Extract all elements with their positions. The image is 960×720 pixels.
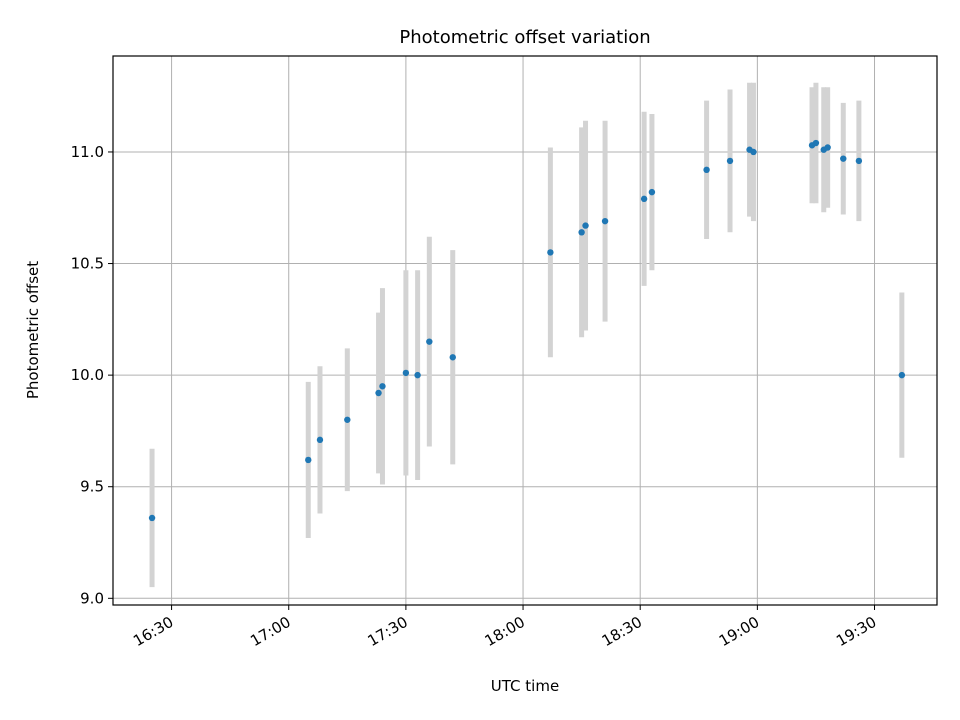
data-point <box>547 249 554 256</box>
data-point <box>726 157 734 165</box>
data-point <box>750 148 757 156</box>
plot-frame <box>112 55 938 606</box>
data-point <box>449 354 456 361</box>
data-point <box>402 369 410 377</box>
data-point <box>414 371 421 379</box>
chart-title: Photometric offset variation <box>399 27 650 48</box>
data-point <box>812 139 820 147</box>
data-point <box>703 166 710 174</box>
data-point <box>648 188 656 196</box>
data-point <box>344 416 351 423</box>
data-points <box>148 139 906 522</box>
y-axis-label: Photometric offset <box>24 261 42 399</box>
data-point <box>375 389 382 397</box>
data-point <box>316 436 324 444</box>
data-point <box>601 217 609 225</box>
data-point <box>855 157 863 165</box>
y-tick-label: 10.5 <box>71 255 104 273</box>
y-tick-label: 10.0 <box>71 366 104 384</box>
data-point <box>840 155 847 162</box>
data-point <box>148 514 156 522</box>
x-axis-label: UTC time <box>491 677 559 695</box>
y-tick-label: 9.5 <box>80 478 104 496</box>
y-tick-label: 11.0 <box>71 143 104 161</box>
data-point <box>898 371 906 379</box>
data-point <box>582 222 589 229</box>
data-point <box>379 383 386 390</box>
y-axis-ticks: 9.0 9.5 10.0 10.5 11.0 <box>71 143 113 607</box>
y-tick-label: 9.0 <box>80 589 104 607</box>
data-point <box>824 144 831 151</box>
data-point <box>305 456 312 464</box>
data-point <box>640 195 648 203</box>
data-point <box>578 229 585 236</box>
data-point <box>426 338 433 345</box>
